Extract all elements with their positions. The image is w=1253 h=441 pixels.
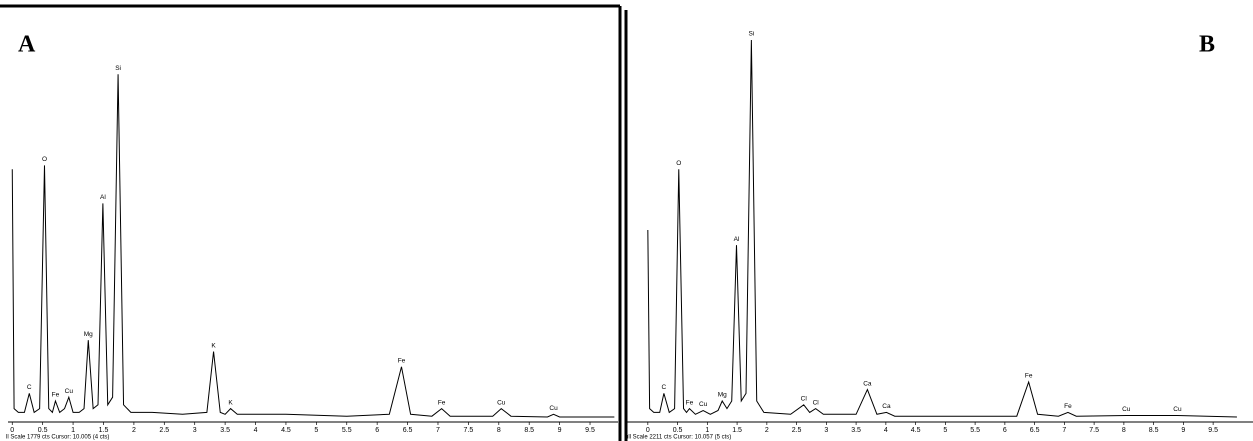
x-tick-label: 3.5 bbox=[851, 427, 861, 434]
peak-label: Si bbox=[115, 65, 121, 72]
x-tick-label: 8 bbox=[497, 427, 501, 434]
panel-label: A bbox=[18, 32, 36, 58]
peak-label: Al bbox=[100, 194, 106, 201]
peak-label: Si bbox=[748, 31, 754, 38]
x-tick-label: 6 bbox=[375, 427, 379, 434]
peak-label: Cu bbox=[1173, 406, 1182, 413]
x-tick-label: 3 bbox=[193, 427, 197, 434]
spectrum-line bbox=[11, 74, 615, 418]
x-tick-label: 2.5 bbox=[792, 427, 802, 434]
x-tick-label: 7 bbox=[436, 427, 440, 434]
x-tick-label: 4.5 bbox=[281, 427, 291, 434]
peak-label: Ca bbox=[863, 380, 872, 387]
peak-label: Fe bbox=[1064, 403, 1072, 410]
x-tick-label: 7.5 bbox=[1089, 427, 1099, 434]
x-tick-label: 5.5 bbox=[342, 427, 352, 434]
x-tick-label: 0 bbox=[10, 427, 14, 434]
peak-label: Mg bbox=[84, 331, 93, 338]
x-tick-label: 6 bbox=[1003, 427, 1007, 434]
x-tick-label: 5.5 bbox=[970, 427, 980, 434]
x-tick-label: 1 bbox=[71, 427, 75, 434]
x-tick-label: 2 bbox=[132, 427, 136, 434]
x-tick-label: 2 bbox=[765, 427, 769, 434]
peak-label: Cu bbox=[549, 405, 558, 412]
x-tick-label: 7.5 bbox=[464, 427, 474, 434]
x-tick-label: 9 bbox=[1181, 427, 1185, 434]
peak-label: Ca bbox=[882, 403, 891, 410]
x-tick-label: 6.5 bbox=[1030, 427, 1040, 434]
x-tick-label: 1.5 bbox=[99, 427, 109, 434]
peak-label: Fe bbox=[686, 399, 694, 406]
x-tick-label: 5 bbox=[314, 427, 318, 434]
x-tick-label: 8.5 bbox=[524, 427, 534, 434]
x-tick-label: 4 bbox=[254, 427, 258, 434]
x-tick-label: 4.5 bbox=[911, 427, 921, 434]
x-tick-label: 5 bbox=[943, 427, 947, 434]
peak-label: C bbox=[27, 384, 32, 391]
peak-label: Cl bbox=[801, 396, 808, 403]
peak-label: Fe bbox=[1025, 373, 1033, 380]
x-tick-label: 1 bbox=[705, 427, 709, 434]
peak-label: C bbox=[662, 384, 667, 391]
x-tick-label: 0.5 bbox=[38, 427, 48, 434]
peak-label: Fe bbox=[438, 399, 446, 406]
x-tick-label: 4 bbox=[884, 427, 888, 434]
panel-label: B bbox=[1199, 32, 1215, 58]
x-tick-label: 0.5 bbox=[673, 427, 683, 434]
x-tick-label: 7 bbox=[1062, 427, 1066, 434]
x-tick-label: 0 bbox=[646, 427, 650, 434]
x-tick-label: 9 bbox=[558, 427, 562, 434]
peak-label: Cu bbox=[497, 399, 506, 406]
x-tick-label: 3 bbox=[824, 427, 828, 434]
x-tick-label: 8.5 bbox=[1149, 427, 1159, 434]
peak-label: Al bbox=[734, 236, 740, 243]
peak-label: Cu bbox=[65, 388, 74, 395]
status-footer: ll Scale 1779 cts Cursor: 10.005 (4 cts) bbox=[6, 435, 109, 441]
peak-label: Cl bbox=[813, 399, 820, 406]
status-footer: ull Scale 2211 cts Cursor: 10.057 (5 cts… bbox=[625, 435, 731, 441]
peak-label: Cu bbox=[1122, 406, 1131, 413]
peak-label: K bbox=[211, 342, 216, 349]
peak-label: Fe bbox=[398, 358, 406, 365]
peak-label: O bbox=[676, 160, 681, 167]
peak-label: O bbox=[42, 156, 47, 163]
x-tick-label: 6.5 bbox=[403, 427, 413, 434]
peak-label: Mg bbox=[718, 392, 727, 399]
x-tick-label: 9.5 bbox=[585, 427, 595, 434]
x-tick-label: 1.5 bbox=[732, 427, 742, 434]
spectrum-line bbox=[647, 39, 1237, 418]
peak-label: K bbox=[228, 399, 233, 406]
peak-label: Cu bbox=[699, 401, 708, 408]
x-tick-label: 3.5 bbox=[220, 427, 230, 434]
x-tick-label: 8 bbox=[1122, 427, 1126, 434]
x-tick-label: 2.5 bbox=[159, 427, 169, 434]
x-tick-label: 9.5 bbox=[1208, 427, 1218, 434]
peak-label: Fe bbox=[52, 392, 60, 399]
